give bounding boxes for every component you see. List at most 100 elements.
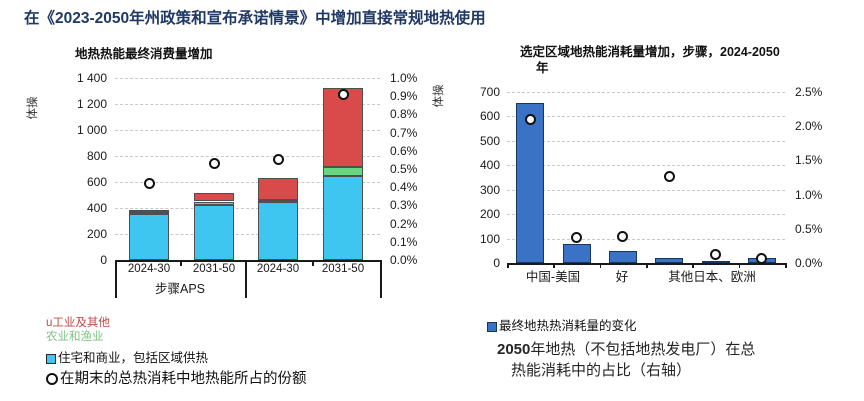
share-note-line1: 年地热（不包括地热发电厂）在总 — [530, 341, 756, 358]
y-tick-label: 400 — [479, 158, 500, 173]
bar-segment — [701, 261, 730, 263]
y-tick-label: 1 200 — [76, 97, 107, 111]
legend-share-marker: 在期末的总热消耗中地热能所占的份额 — [46, 367, 307, 388]
legend-agriculture: 农业和渔业 — [46, 328, 104, 344]
y2-tick-label: 0.7% — [390, 125, 418, 140]
x-tick-label: 中国-美国 — [525, 270, 581, 284]
share-marker — [272, 154, 284, 166]
right-chart-title: 选定区域地热能消耗量增加，步骤，2024-2050 年 — [520, 44, 850, 76]
grid-line — [115, 234, 380, 235]
grid-line — [507, 116, 785, 118]
bar-segment — [323, 176, 363, 260]
share-marker — [337, 88, 349, 100]
share-note-line2: 热能消耗中的占比（右轴） — [511, 362, 692, 379]
share-marker — [143, 178, 155, 190]
group-bracket — [380, 260, 382, 298]
bar-segment — [323, 88, 363, 168]
share-marker-icon — [46, 373, 58, 386]
group-bracket — [245, 260, 247, 298]
axis-tick — [692, 263, 694, 268]
page-title: 在《2023-2050年州政策和宣布承诺情景》中增加直接常规地热使用 — [24, 10, 486, 27]
y-tick-label: 200 — [86, 227, 107, 241]
grid-line — [507, 92, 785, 93]
bar-segment — [194, 201, 234, 206]
right-chart-title-line2: 年 — [536, 61, 549, 75]
axis-tick — [180, 260, 182, 266]
y-tick-label: 0 — [100, 253, 107, 267]
grid-line — [115, 130, 380, 131]
legend-residential: 住宅和商业，包括区域供热 — [46, 347, 208, 366]
bar-segment — [258, 199, 298, 203]
left-y-axis-label: 体操 — [27, 96, 39, 120]
y2-tick-label: 0.0% — [795, 256, 823, 270]
bar-segment — [194, 205, 234, 260]
y-tick-label: 1 000 — [76, 123, 107, 137]
x-tick-label: 2031-50 — [321, 263, 365, 275]
share-marker — [710, 248, 721, 260]
left-chart-title: 地热热能最终消费量增加 — [75, 47, 213, 61]
final-consumption-swatch-icon — [487, 321, 497, 332]
y-tick-label: 0 — [493, 256, 500, 270]
grid-line — [115, 182, 380, 183]
bar-segment — [129, 212, 169, 215]
y2-tick-label: 0.5% — [795, 221, 823, 236]
grid-line — [115, 156, 380, 157]
bar-segment — [655, 257, 684, 263]
legend-residential-label: 住宅和商业，包括区域供热 — [58, 351, 209, 365]
share-marker — [663, 170, 675, 182]
axis-tick — [553, 263, 555, 268]
bar-segment — [323, 167, 363, 177]
share-note: 2050年地热（不包括地热发电厂）在总 热能消耗中的占比（右轴） — [497, 339, 755, 381]
legend-industry-label: u工业及其他 — [46, 317, 110, 329]
bar-segment — [194, 193, 234, 202]
group-label: 步骤APS — [154, 282, 205, 296]
grid-line — [115, 78, 380, 79]
share-note-year: 2050 — [497, 341, 531, 358]
residential-swatch-icon — [46, 353, 56, 364]
y2-tick-label: 0.1% — [390, 234, 418, 249]
axis-tick — [312, 260, 314, 266]
group-bracket — [115, 260, 117, 298]
legend-final-consumption: 最终地热热消耗量的变化 — [487, 315, 637, 334]
legend-agriculture-label: 农业和渔业 — [46, 331, 104, 343]
y2-tick-label: 0.4% — [390, 180, 418, 195]
y-tick-label: 600 — [479, 109, 500, 124]
grid-line — [507, 165, 785, 167]
axis-tick — [599, 263, 602, 268]
y-tick-label: 200 — [479, 207, 500, 222]
y2-tick-label: 1.0% — [390, 71, 418, 85]
y2-tick-label: 1.0% — [795, 187, 823, 202]
x-tick-label: 其他日本、欧洲 — [668, 270, 756, 284]
bar-segment — [562, 243, 591, 263]
y-tick-label: 100 — [479, 231, 500, 246]
y2-tick-label: 0.8% — [390, 107, 418, 122]
y2-tick-label: 0.6% — [390, 143, 418, 158]
axis-tick — [507, 263, 509, 268]
grid-line — [507, 140, 785, 142]
y-tick-label: 700 — [479, 85, 500, 99]
bar-segment — [608, 251, 637, 263]
axis-tick — [785, 263, 787, 268]
x-tick-label: 2024-30 — [256, 263, 300, 275]
y-tick-label: 800 — [86, 149, 107, 163]
bar-segment — [129, 209, 169, 213]
bar-segment — [516, 102, 545, 263]
x-tick-label: 好 — [615, 270, 629, 284]
share-marker — [571, 231, 582, 243]
y2-tick-label: 0.2% — [390, 216, 418, 231]
y-tick-label: 300 — [479, 182, 500, 197]
axis-tick — [646, 263, 648, 268]
y2-tick-label: 0.3% — [390, 198, 418, 213]
x-tick-label: 2024-30 — [127, 263, 171, 275]
grid-line — [507, 214, 785, 216]
y-tick-label: 400 — [86, 201, 107, 215]
legend-final-consumption-label: 最终地热热消耗量的变化 — [499, 319, 637, 333]
y-tick-label: 600 — [86, 175, 107, 189]
y2-tick-label: 0.5% — [390, 162, 418, 176]
y2-tick-label: 1.5% — [795, 153, 823, 168]
share-marker — [756, 252, 768, 264]
grid-line — [507, 189, 785, 191]
axis-tick — [738, 263, 741, 268]
grid-line — [507, 238, 785, 240]
